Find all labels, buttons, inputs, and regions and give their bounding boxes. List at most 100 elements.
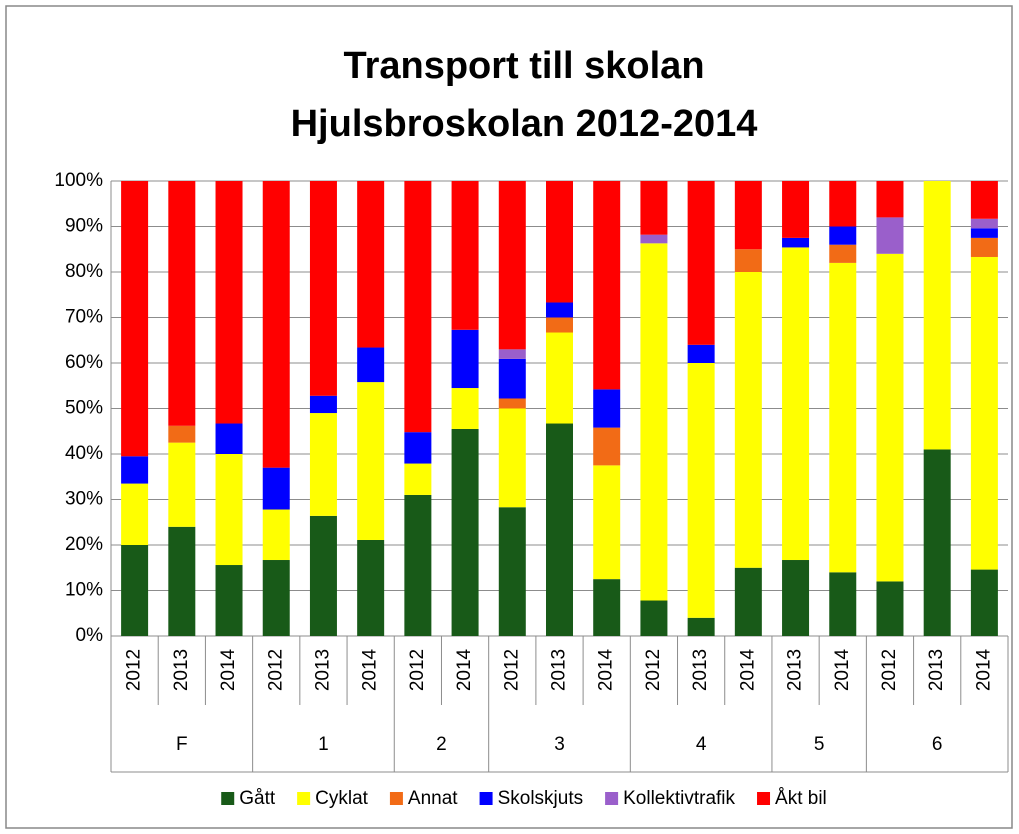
bar-segment bbox=[546, 317, 573, 333]
bar-segment bbox=[404, 181, 432, 433]
bar-segment bbox=[640, 243, 668, 601]
bar-segment bbox=[357, 181, 385, 348]
x-tick-label: 2014 bbox=[454, 648, 475, 691]
bar-segment bbox=[498, 349, 526, 359]
x-tick-label: 2014 bbox=[737, 648, 758, 691]
legend-swatch bbox=[297, 792, 311, 805]
bar-segment bbox=[970, 256, 998, 570]
bar-segment bbox=[121, 483, 149, 545]
bar-segment bbox=[970, 237, 998, 257]
bar-segment bbox=[215, 565, 243, 636]
x-tick-label: 2012 bbox=[124, 649, 145, 691]
bar-segment bbox=[309, 181, 337, 396]
group-label: 5 bbox=[814, 734, 825, 755]
bar-segment bbox=[687, 363, 715, 618]
bar-segment bbox=[357, 539, 385, 636]
bar-segment bbox=[498, 507, 526, 636]
bar-segment bbox=[262, 181, 290, 468]
y-tick-label: 20% bbox=[65, 534, 103, 555]
bar-segment bbox=[546, 332, 573, 424]
bar-segment bbox=[498, 181, 526, 350]
group-label: F bbox=[176, 734, 188, 755]
bar-segment bbox=[923, 449, 951, 636]
bar-segment bbox=[451, 428, 479, 636]
legend-swatch bbox=[605, 792, 619, 805]
legend-swatch bbox=[389, 792, 403, 805]
bar-segment bbox=[829, 262, 857, 573]
x-tick-label: 2014 bbox=[218, 648, 239, 691]
bar-segment bbox=[593, 579, 621, 636]
bar-segment bbox=[215, 181, 243, 424]
bar-segment bbox=[262, 467, 290, 510]
y-tick-label: 40% bbox=[65, 443, 103, 464]
y-tick-label: 50% bbox=[65, 398, 103, 419]
bar-segment bbox=[593, 181, 621, 390]
bar-segment bbox=[357, 382, 385, 540]
bar-segment bbox=[593, 389, 621, 428]
y-tick-label: 100% bbox=[54, 170, 103, 191]
bar-segment bbox=[640, 181, 668, 235]
bar-segment bbox=[734, 272, 762, 568]
bar-segment bbox=[215, 423, 243, 454]
group-label: 6 bbox=[932, 734, 943, 755]
y-tick-label: 60% bbox=[65, 352, 103, 373]
group-label: 3 bbox=[554, 734, 565, 755]
bar-segment bbox=[876, 253, 904, 582]
bar-segment bbox=[546, 302, 573, 318]
bar-segment bbox=[451, 329, 479, 389]
x-tick-label: 2014 bbox=[832, 648, 853, 691]
bar-segment bbox=[829, 244, 857, 263]
x-tick-label: 2014 bbox=[360, 648, 381, 691]
bar-segment bbox=[923, 181, 951, 450]
legend-label: Gått bbox=[239, 788, 276, 809]
legend-label: Annat bbox=[408, 788, 458, 809]
x-tick-label: 2012 bbox=[407, 649, 428, 691]
x-tick-label: 2013 bbox=[549, 649, 570, 691]
bar-segment bbox=[687, 617, 715, 636]
bar-segment bbox=[782, 181, 810, 238]
bar-segment bbox=[829, 572, 857, 636]
bar-segment bbox=[262, 509, 290, 561]
bar-segment bbox=[640, 600, 668, 636]
bar-segment bbox=[168, 181, 196, 426]
y-tick-label: 80% bbox=[65, 261, 103, 282]
x-tick-label: 2013 bbox=[926, 649, 947, 691]
legend-swatch bbox=[479, 792, 493, 805]
bar-segment bbox=[593, 465, 621, 580]
bar-segment bbox=[876, 581, 904, 636]
bar-segment bbox=[687, 344, 715, 363]
chart-title: Hjulsbroskolan 2012-2014 bbox=[291, 103, 758, 145]
x-tick-label: 2012 bbox=[265, 649, 286, 691]
bar-segment bbox=[309, 413, 337, 516]
x-tick-label: 2012 bbox=[501, 649, 522, 691]
bar-segment bbox=[970, 181, 998, 219]
legend-label: Åkt bil bbox=[775, 788, 827, 809]
x-tick-label: 2014 bbox=[973, 648, 994, 691]
y-tick-label: 0% bbox=[76, 625, 104, 646]
bar-segment bbox=[593, 427, 621, 466]
x-tick-label: 2013 bbox=[785, 649, 806, 691]
bar-segment bbox=[168, 526, 196, 636]
bar-segment bbox=[734, 249, 762, 272]
y-tick-label: 70% bbox=[65, 307, 103, 328]
bar-segment bbox=[309, 395, 337, 414]
bar-segment bbox=[829, 181, 857, 227]
group-label: 1 bbox=[318, 734, 329, 755]
bar-segment bbox=[970, 569, 998, 636]
bar-segment bbox=[876, 181, 904, 218]
bar-segment bbox=[546, 181, 573, 303]
bar-segment bbox=[734, 181, 762, 250]
x-tick-label: 2013 bbox=[690, 649, 711, 691]
x-tick-label: 2013 bbox=[171, 649, 192, 691]
bar-segment bbox=[404, 432, 432, 464]
bar-segment bbox=[168, 442, 196, 527]
legend-label: Skolskjuts bbox=[498, 788, 584, 809]
bar-segment bbox=[357, 347, 385, 383]
chart-title: Transport till skolan bbox=[343, 45, 704, 87]
bar-segment bbox=[687, 181, 715, 345]
legend-label: Cyklat bbox=[315, 788, 369, 809]
group-label: 2 bbox=[436, 734, 447, 755]
y-tick-label: 90% bbox=[65, 216, 103, 237]
bar-segment bbox=[404, 494, 432, 636]
